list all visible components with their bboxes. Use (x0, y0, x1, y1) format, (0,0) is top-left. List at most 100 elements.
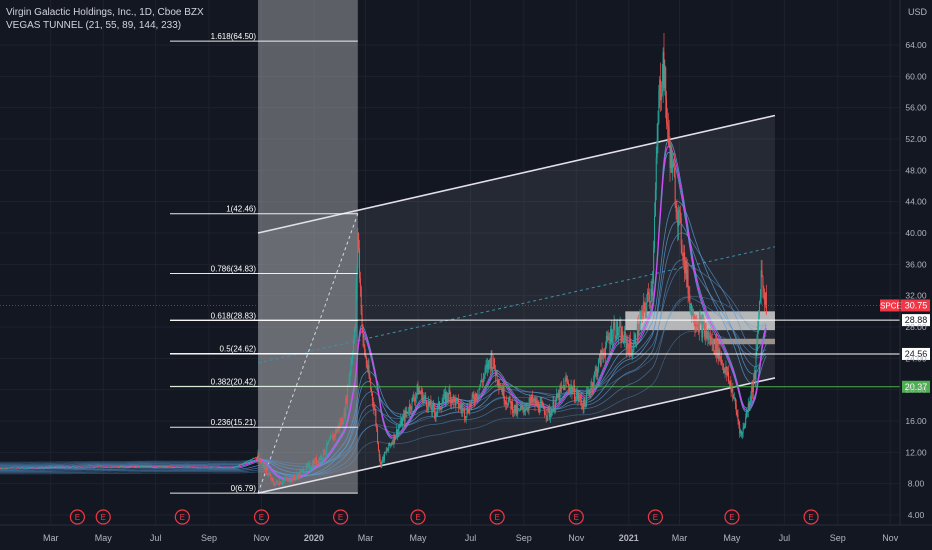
tunnel-line (0, 264, 767, 467)
candle-body (604, 356, 606, 357)
candle-body (226, 466, 228, 468)
candle-body (264, 465, 266, 470)
candle-body (134, 466, 136, 468)
time-axis[interactable]: Mar May Jul Sep Nov 2020 Mar May Jul Sep Nov 2021 Ma… (0, 524, 932, 543)
candle-body (0, 468, 1, 469)
candle-body (336, 429, 338, 433)
candle-body (251, 459, 253, 461)
candle-body (710, 337, 712, 345)
candle-body (603, 353, 605, 357)
candle-body (567, 382, 569, 384)
fib-retracement-zone[interactable] (257, 0, 359, 494)
candle-body (396, 429, 398, 436)
candle-body (2, 468, 4, 469)
parallel-channel[interactable] (257, 114, 776, 494)
candle-body (485, 366, 487, 368)
candle-body (34, 467, 36, 469)
candle-body (742, 428, 744, 433)
candle-body (660, 79, 662, 101)
price-axis[interactable]: 28.88 24.56 20.37 SPCE 30.75 4.00 8.00 12.00 16.… (880, 0, 930, 525)
candle-body (13, 467, 15, 469)
candle-body (76, 466, 78, 468)
candle-body (697, 324, 699, 326)
candle-body (168, 466, 170, 468)
candle-body (609, 338, 611, 345)
candle-body (464, 417, 466, 419)
earnings-marker[interactable]: E (253, 509, 270, 525)
candle-body (378, 450, 380, 458)
price-tick-label: 8.00 (908, 479, 925, 489)
earnings-letter: E (574, 513, 579, 522)
earnings-marker[interactable]: E (568, 509, 584, 525)
earnings-marker[interactable]: E (174, 509, 190, 525)
candle-body (552, 401, 554, 410)
candle-body (95, 466, 97, 468)
candle-body (270, 475, 272, 480)
fib-level-label: 0(6.79) (231, 484, 257, 493)
candle-body (434, 413, 436, 417)
candle-body (341, 419, 343, 425)
candle-body (637, 324, 639, 335)
candle-body (704, 331, 706, 337)
earnings-marker[interactable]: E (69, 509, 86, 525)
candle-body (87, 467, 89, 468)
price-tick-label: 52.00 (905, 134, 927, 144)
candle-body (94, 467, 96, 469)
candle-body (269, 475, 271, 476)
earnings-marker[interactable]: E (724, 509, 740, 525)
candle-body (695, 323, 697, 328)
candle-body (131, 466, 133, 467)
candle-body (303, 473, 305, 474)
candle-body (197, 467, 199, 468)
candle-body (738, 420, 740, 425)
candle-body (256, 458, 258, 461)
candle-body (540, 401, 542, 403)
candle-body (291, 477, 293, 482)
candle-body (672, 161, 674, 173)
indicator-title[interactable]: VEGAS TUNNEL (21, 55, 89, 144, 233) (6, 20, 182, 31)
candle-body (310, 467, 312, 469)
candle-body (538, 410, 540, 413)
candle-body (469, 403, 471, 413)
candle-body (176, 466, 178, 468)
candle-body (735, 404, 737, 412)
earnings-marker[interactable]: E (489, 509, 505, 525)
candle-body (504, 401, 506, 404)
candle-body (189, 466, 191, 468)
candle-body (37, 467, 39, 469)
candle-body (379, 457, 381, 463)
candle-body (692, 308, 694, 322)
channel-lower-line (257, 377, 776, 494)
candle-body (373, 408, 375, 409)
candle-body (100, 466, 102, 468)
earnings-marker[interactable]: E (410, 509, 426, 525)
candle-body (526, 407, 528, 409)
candle-body (416, 385, 418, 394)
candle-body (758, 301, 760, 316)
candle-body (165, 466, 167, 468)
candle-body (419, 390, 421, 393)
candle-body (260, 462, 262, 464)
earnings-marker[interactable]: E (95, 509, 111, 525)
candle-body (428, 401, 430, 405)
candle-body (0, 468, 2, 469)
candle-body (372, 400, 374, 409)
candle-body (30, 467, 32, 469)
candle-body (568, 382, 570, 388)
candle-body (397, 429, 399, 436)
earnings-marker[interactable]: E (647, 509, 663, 525)
candle-body (192, 466, 194, 468)
candle-body (743, 426, 745, 429)
candle-body (36, 467, 38, 469)
time-tick-label: Jul (465, 533, 477, 543)
candle-body (727, 371, 729, 376)
candle-body (566, 378, 568, 383)
earnings-marker[interactable]: E (803, 509, 819, 525)
candle-body (726, 367, 728, 376)
candle-body (731, 388, 733, 392)
earnings-marker[interactable]: E (332, 509, 349, 525)
candle-body (265, 465, 267, 468)
symbol-title[interactable]: Virgin Galactic Holdings, Inc., 1D, Cboe… (6, 7, 204, 18)
